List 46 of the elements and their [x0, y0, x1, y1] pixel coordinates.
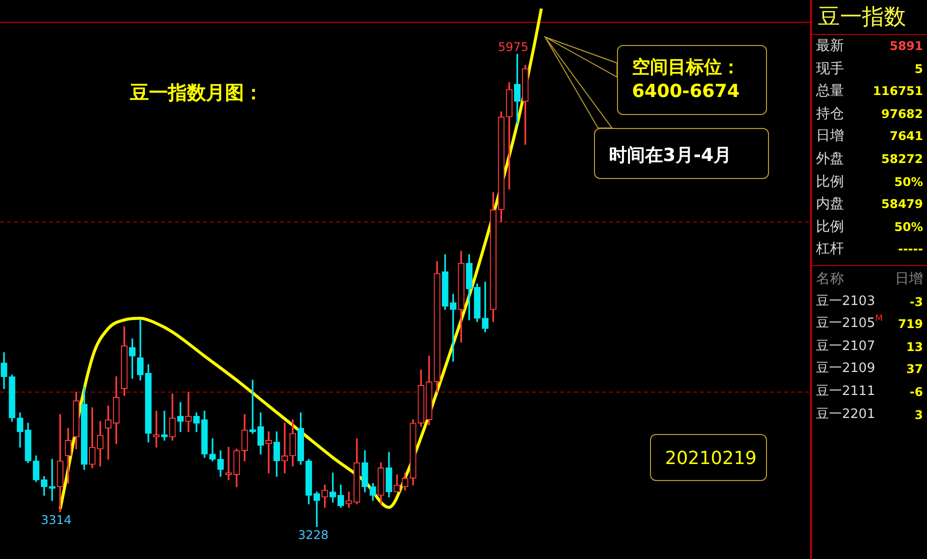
text: 5 [914, 60, 923, 78]
text: 总量 [816, 82, 844, 102]
annotation: 空间目标位： [632, 56, 741, 80]
annotation: 5975 [498, 40, 529, 54]
text: 50% [894, 218, 923, 236]
text: -3 [910, 294, 923, 311]
candlestick [209, 438, 216, 462]
text: 116751 [872, 83, 923, 100]
text: 现手 [816, 60, 844, 79]
text: 豆一2107 [816, 338, 876, 356]
annotation: 豆一指数月图： [130, 81, 263, 106]
text: 3 [914, 406, 923, 424]
text: 日增 [816, 127, 844, 146]
text: 豆一2105$^{M}$ [816, 313, 883, 334]
text: 外盘 [816, 150, 844, 169]
text: 名称 [816, 270, 844, 289]
text: 豆一指数 [812, 0, 927, 35]
text: 豆一2111 [816, 382, 876, 401]
text: 7641 [890, 128, 923, 146]
text: 内盘 [816, 195, 844, 214]
annotation: 3314 [41, 513, 72, 527]
text: 日增 [895, 270, 923, 289]
text: 58479 [881, 196, 923, 214]
annotation: 6400-6674 [632, 80, 741, 104]
text: 豆一2201 [816, 406, 876, 424]
annotation: 时间在3月-4月 [609, 144, 733, 167]
text: 最新 [816, 37, 844, 56]
text: 比例 [816, 172, 844, 192]
candlestick [185, 392, 192, 432]
annotation: 20210219 [665, 448, 758, 469]
text: 719 [898, 316, 923, 334]
text: 58272 [881, 150, 923, 168]
text: 持仓 [816, 104, 844, 124]
text: 97682 [881, 106, 923, 123]
text: 比例 [816, 218, 844, 237]
text: 豆一2103 [816, 292, 876, 311]
text: 37 [906, 361, 923, 378]
text: 豆一2109 [816, 360, 876, 378]
annotation: 3228 [298, 528, 329, 542]
text: 5891 [890, 38, 923, 55]
text: 杠杆 [816, 240, 844, 260]
candlestick [177, 402, 184, 432]
text: -6 [910, 384, 923, 401]
text: ----- [898, 241, 923, 258]
text: 50% [894, 174, 923, 191]
text: 13 [906, 338, 923, 356]
